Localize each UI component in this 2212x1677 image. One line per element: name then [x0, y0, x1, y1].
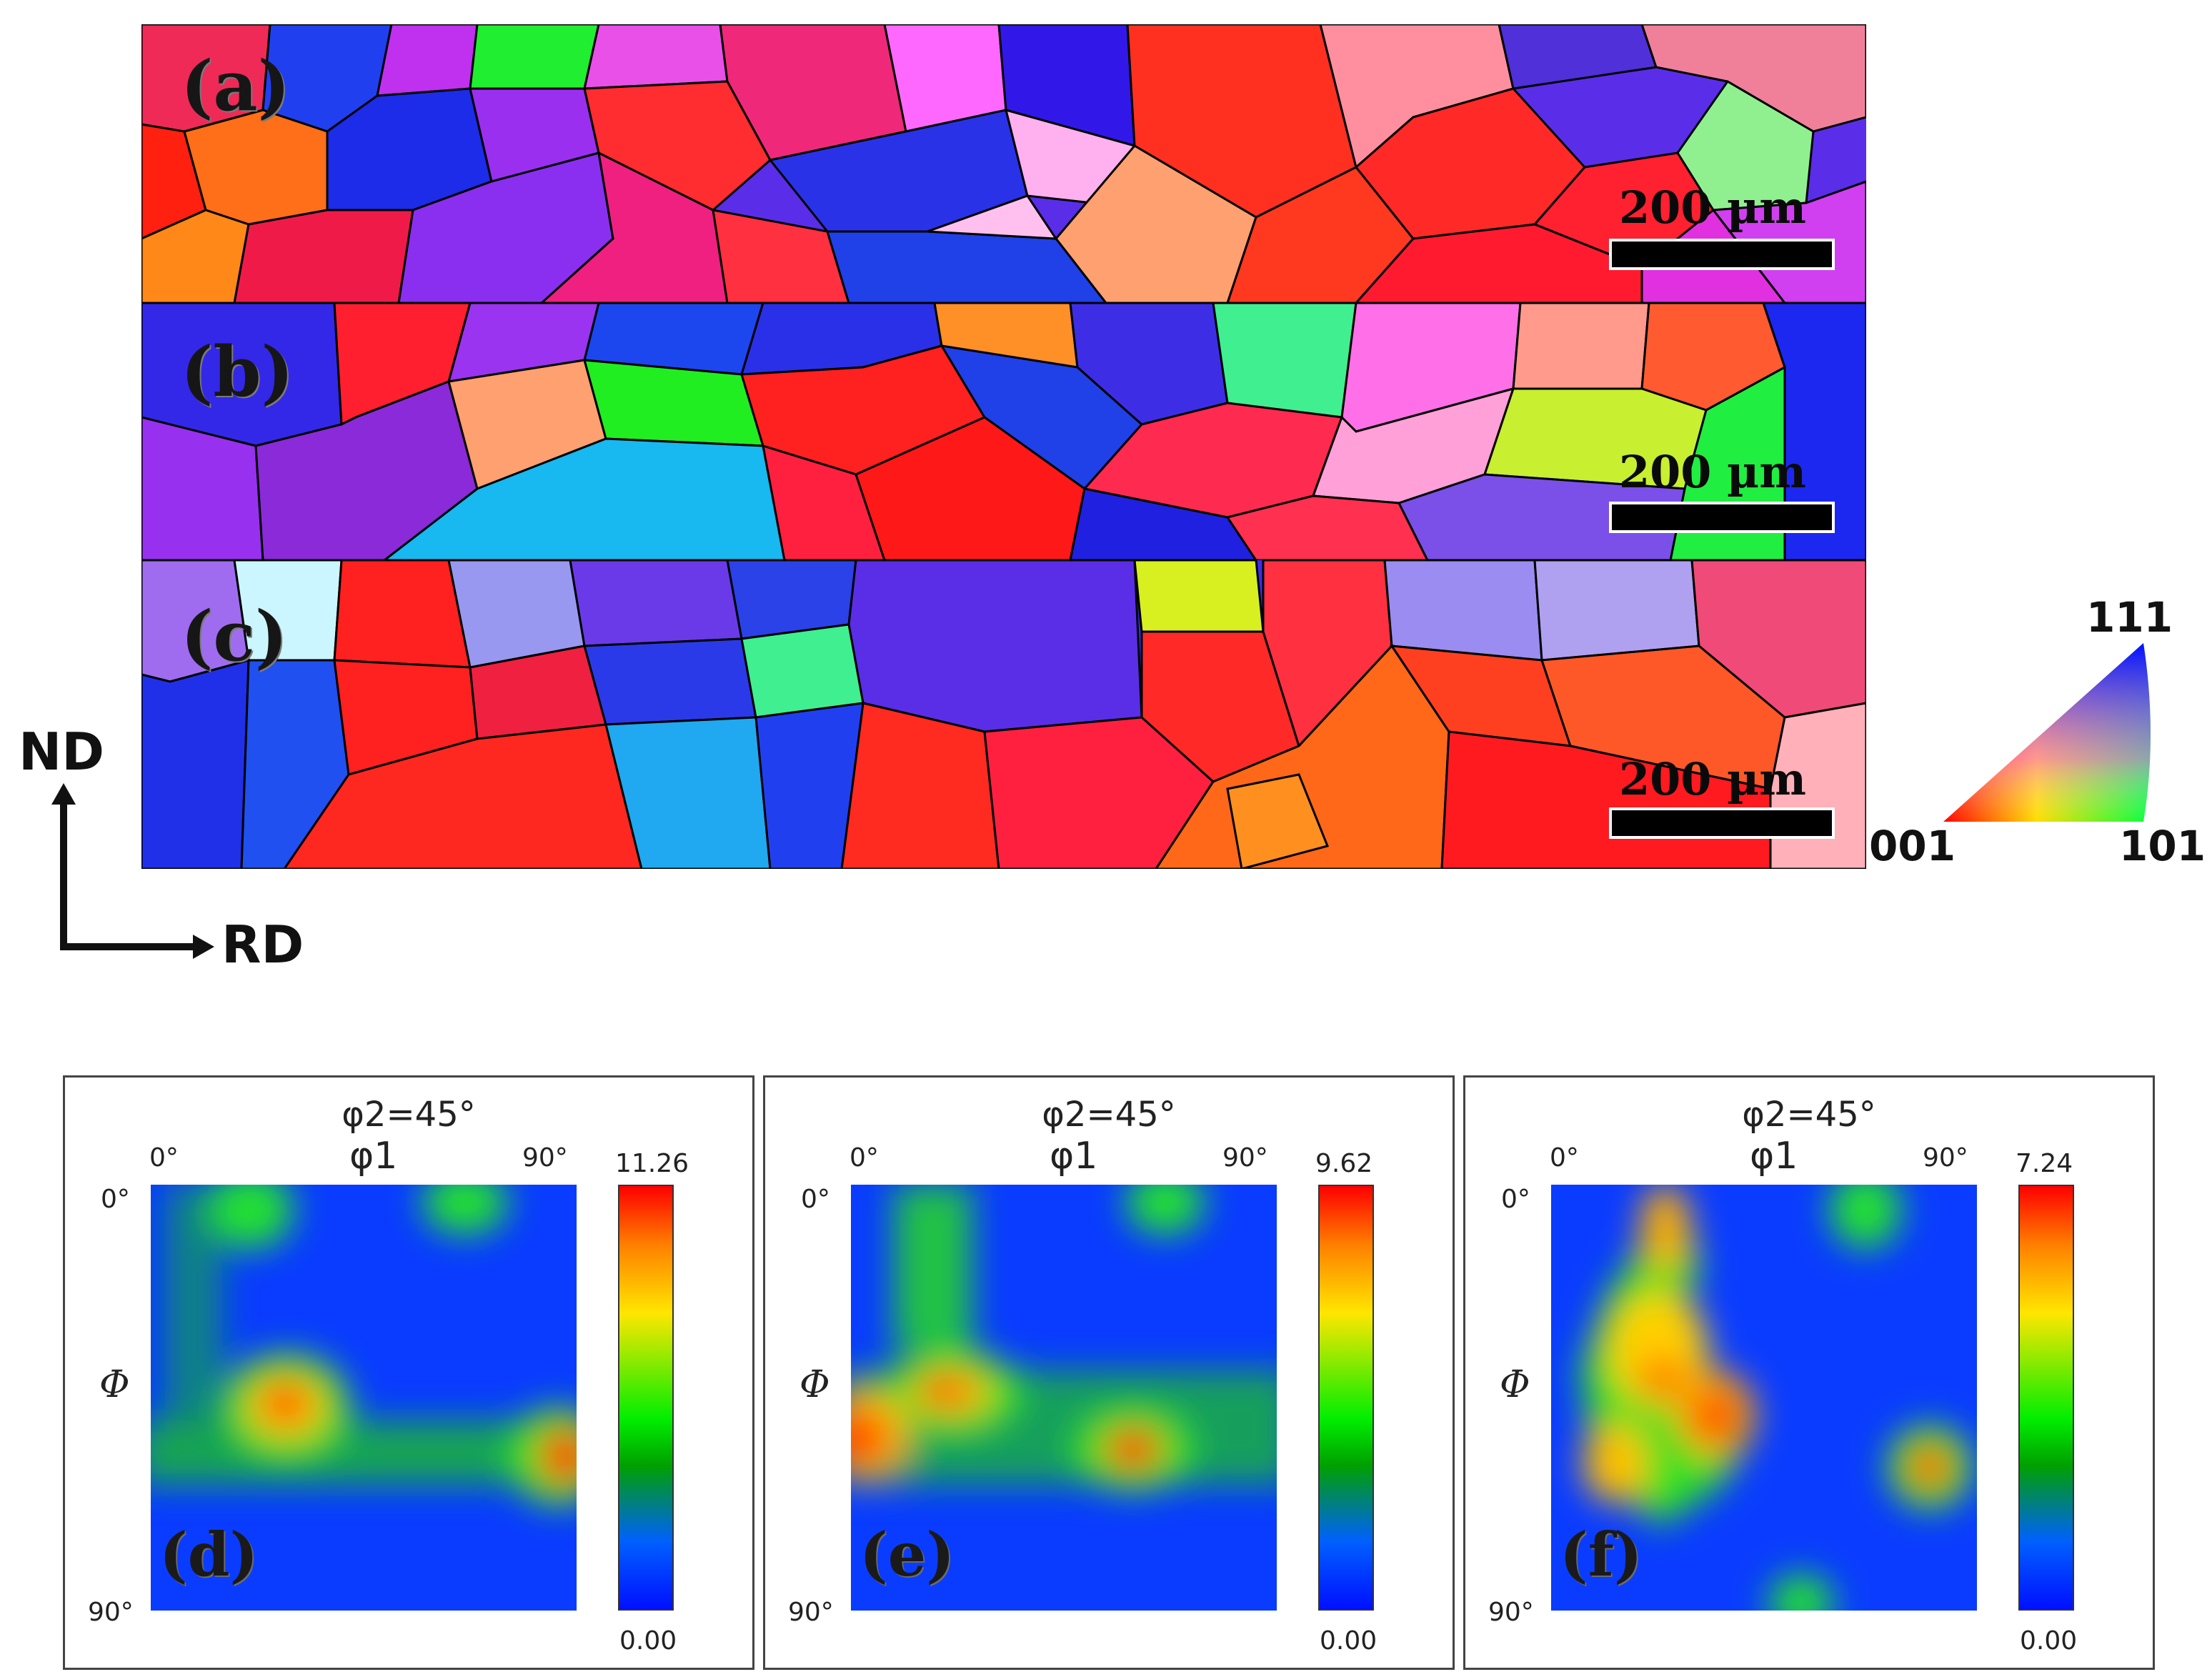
colorbar-min-e: 0.00	[1320, 1626, 1377, 1656]
odf-map-e	[851, 1185, 1277, 1611]
grain-map-b	[141, 303, 1866, 560]
colorbar-e	[1318, 1185, 1374, 1611]
odf-panel-e: φ2=45° φ1 0° 90° 0° 90° Φ (e) 9	[763, 1075, 1455, 1670]
colorbar-d	[618, 1185, 674, 1611]
ipf-label-001: 001	[1869, 822, 1956, 870]
scalebar-label-c: 200 µm	[1619, 753, 1806, 805]
odf-section-title-f: φ2=45°	[1742, 1095, 1876, 1135]
scalebar-c	[1609, 807, 1835, 839]
scalebar-label-b: 200 µm	[1619, 446, 1806, 498]
odf-panel-f: φ2=45° φ1 0° 90° 0° 90° Φ (	[1463, 1075, 2155, 1670]
odf-map-f	[1551, 1185, 1977, 1611]
rd-axis-line	[60, 943, 196, 950]
colorbar-min-d: 0.00	[619, 1626, 677, 1656]
odf-panel-label-f: (f)	[1560, 1519, 1643, 1590]
odf-x-axis-label-d: φ1	[349, 1135, 398, 1178]
panel-label-c: (c)	[181, 596, 288, 677]
colorbar-max-d: 11.26	[615, 1149, 689, 1178]
tick-x-start-d: 0°	[149, 1143, 179, 1173]
colorbar-f	[2018, 1185, 2074, 1611]
tick-x-end-e: 90°	[1222, 1143, 1268, 1173]
scalebar-label-a: 200 µm	[1619, 181, 1806, 234]
axis-label-nd: ND	[19, 722, 105, 782]
grain-map-a	[141, 24, 1866, 303]
scalebar-a	[1609, 239, 1835, 270]
ebsd-map-c: (c) 200 µm	[141, 560, 1866, 869]
grain-map-c	[141, 560, 1866, 869]
colorbar-min-f: 0.00	[2020, 1626, 2078, 1656]
scalebar-b	[1609, 502, 1835, 533]
odf-x-axis-label-e: φ1	[1050, 1135, 1098, 1178]
odf-section-title-d: φ2=45°	[342, 1095, 476, 1135]
ebsd-map-a: (a) 200 µm	[141, 24, 1866, 303]
colorbar-max-f: 7.24	[2016, 1149, 2073, 1178]
tick-y-end-d: 90°	[88, 1598, 134, 1627]
odf-x-axis-label-f: φ1	[1750, 1135, 1798, 1178]
tick-y-start-e: 0°	[801, 1185, 830, 1214]
odf-map-d	[151, 1185, 577, 1611]
tick-y-end-f: 90°	[1488, 1598, 1534, 1627]
odf-y-axis-label-d: Φ	[99, 1363, 130, 1406]
tick-x-end-d: 90°	[522, 1143, 568, 1173]
nd-axis-line	[60, 799, 67, 950]
panel-label-a: (a)	[181, 46, 291, 126]
colorbar-max-e: 9.62	[1315, 1149, 1373, 1178]
ebsd-map-b: (b) 200 µm	[141, 303, 1866, 560]
panel-label-b: (b)	[181, 332, 294, 412]
ipf-label-111: 111	[2086, 593, 2173, 642]
ipf-label-101: 101	[2119, 822, 2206, 870]
odf-section-title-e: φ2=45°	[1042, 1095, 1176, 1135]
tick-x-start-f: 0°	[1550, 1143, 1579, 1173]
nd-arrow-icon	[51, 783, 76, 805]
odf-panel-label-e: (e)	[860, 1519, 955, 1590]
tick-y-start-d: 0°	[101, 1185, 130, 1214]
tick-y-end-e: 90°	[788, 1598, 834, 1627]
axis-label-rd: RD	[221, 915, 304, 975]
ipf-color-key	[1943, 643, 2151, 822]
rd-arrow-icon	[193, 935, 214, 959]
odf-y-axis-label-f: Φ	[1500, 1363, 1530, 1406]
odf-panel-d: φ2=45° φ1 0° 90° 0° 90° Φ (d) 11.26 0.	[63, 1075, 754, 1670]
tick-y-start-f: 0°	[1501, 1185, 1530, 1214]
odf-y-axis-label-e: Φ	[799, 1363, 830, 1406]
odf-panel-label-d: (d)	[159, 1519, 259, 1590]
tick-x-end-f: 90°	[1923, 1143, 1968, 1173]
tick-x-start-e: 0°	[850, 1143, 879, 1173]
